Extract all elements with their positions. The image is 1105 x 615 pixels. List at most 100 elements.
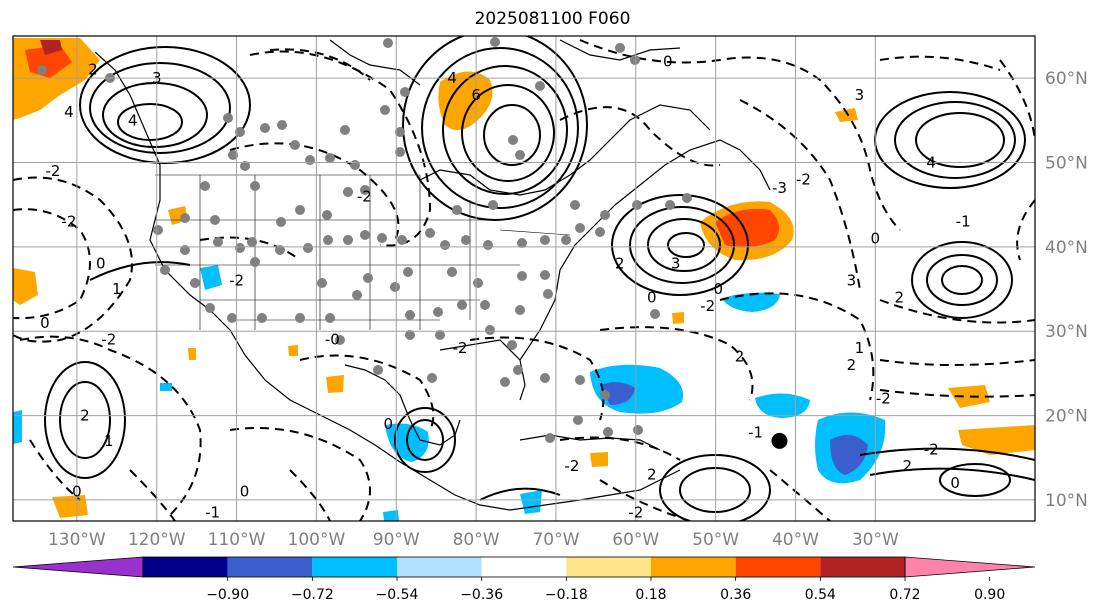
contour-label: -2 xyxy=(45,162,60,180)
longitude-labels: 130°W 120°W 110°W 100°W 90°W 80°W 70°W 60°W 50°W… xyxy=(48,530,899,550)
contour-label: -2 xyxy=(796,170,811,188)
contour-label: -2 xyxy=(453,339,468,357)
contour-label: 1 xyxy=(104,432,114,450)
contour-label: 0 xyxy=(40,314,50,332)
contour-label: -2 xyxy=(876,390,891,408)
contour-label: 0 xyxy=(647,288,657,306)
contour-label: -2 xyxy=(700,297,715,315)
contour-label: 4 xyxy=(926,154,936,172)
lon-label: 40°W xyxy=(772,530,819,550)
contour-label: 0 xyxy=(663,52,673,70)
latitude-labels: 60°N 50°N 40°N 30°N 20°N 10°N xyxy=(1045,69,1088,511)
lat-label: 50°N xyxy=(1045,154,1088,174)
contour-label: -2 xyxy=(564,457,579,475)
contour-label: -2 xyxy=(924,440,939,458)
colorbar-swatch xyxy=(820,557,905,577)
colorbar-swatch xyxy=(397,557,482,577)
colorbar-tick-label: −0.36 xyxy=(460,587,503,603)
lon-label: 50°W xyxy=(692,530,739,550)
contour-label: 2 xyxy=(647,466,657,484)
contour-label: -1 xyxy=(748,423,763,441)
contour-label: 0 xyxy=(383,415,393,433)
colorbar-tick-label: −0.18 xyxy=(545,587,588,603)
contour-label: -2 xyxy=(357,187,372,205)
lat-label: 10°N xyxy=(1045,491,1088,511)
lat-label: 40°N xyxy=(1045,238,1088,258)
lon-label: 30°W xyxy=(852,530,899,550)
contour-label: 2 xyxy=(88,61,98,79)
colorbar-tick-label: −0.54 xyxy=(376,587,419,603)
contour-label: -2 xyxy=(628,504,643,522)
contour-label: 2 xyxy=(847,356,857,374)
contour-label: 2 xyxy=(615,255,625,273)
contour-label: 4 xyxy=(447,69,457,87)
colorbar-swatch xyxy=(651,557,736,577)
map-frame xyxy=(12,35,1036,522)
colorbar-tick-label: 0.18 xyxy=(635,587,666,603)
colorbar-tick-label: 0.72 xyxy=(889,587,920,603)
dashed-contours xyxy=(13,39,1035,521)
contour-label: -0 xyxy=(325,331,340,349)
contour-label: 2 xyxy=(894,288,904,306)
contour-label: 3 xyxy=(671,255,681,273)
colorbar-tick-label: −0.72 xyxy=(291,587,334,603)
contour-label: 0 xyxy=(96,255,106,273)
lon-label: 70°W xyxy=(532,530,579,550)
contour-label: 2 xyxy=(902,457,912,475)
colorbar-tick-label: 0.36 xyxy=(720,587,751,603)
colorbar-swatch xyxy=(481,557,567,577)
lon-label: 100°W xyxy=(288,530,346,550)
contour-label: 0 xyxy=(950,474,960,492)
lon-label: 80°W xyxy=(453,530,500,550)
contour-label: 1 xyxy=(112,280,122,298)
lon-label: 90°W xyxy=(373,530,420,550)
lat-label: 30°N xyxy=(1045,322,1088,342)
colorbar-tick-label: 0.54 xyxy=(805,587,836,603)
contour-label: 6 xyxy=(471,86,481,104)
lat-label: 60°N xyxy=(1045,69,1088,89)
contour-label: 2 xyxy=(80,407,90,425)
contour-label: 3 xyxy=(152,69,162,87)
colorbar-tick-label: −0.90 xyxy=(206,587,249,603)
lon-label: 60°W xyxy=(612,530,659,550)
colorbar-outline xyxy=(142,556,906,578)
contour-label: -3 xyxy=(772,179,787,197)
lon-label: 130°W xyxy=(48,530,106,550)
contour-label: 1 xyxy=(855,339,865,357)
contour-label: 0 xyxy=(240,482,250,500)
warm-shading xyxy=(13,38,1035,518)
contour-label: -2 xyxy=(229,272,244,290)
colorbar-swatch xyxy=(143,557,228,577)
lon-label: 120°W xyxy=(128,530,186,550)
contour-label: -2 xyxy=(61,213,76,231)
colorbar-swatch xyxy=(735,557,821,577)
lat-label: 20°N xyxy=(1045,407,1088,427)
colorbar: −0.90 −0.72 −0.54 −0.36 −0.18 0.18 0.36 0.54 0.7… xyxy=(12,556,1036,603)
cool-shading xyxy=(13,265,886,521)
contour-label: -0 xyxy=(708,280,723,298)
gridlines xyxy=(13,36,1035,521)
lon-label: 110°W xyxy=(208,530,266,550)
colorbar-swatch xyxy=(904,556,1036,578)
contour-label: 3 xyxy=(847,272,857,290)
colorbar-swatch xyxy=(12,556,144,578)
contour-label: -1 xyxy=(956,213,971,231)
colorbar-swatch xyxy=(227,557,313,577)
map-title: 2025081100 F060 xyxy=(474,9,631,29)
contour-label: 4 xyxy=(128,111,138,129)
contour-label: 3 xyxy=(855,86,865,104)
solid-contours xyxy=(44,36,1035,521)
contour-label: -2 xyxy=(101,331,116,349)
storm-location-marker xyxy=(771,432,788,449)
colorbar-tick-label: 0.90 xyxy=(974,587,1005,603)
contour-label: 0 xyxy=(72,482,82,500)
contour-label: 4 xyxy=(64,103,74,121)
contour-label: 0 xyxy=(871,229,881,247)
colorbar-swatch xyxy=(312,557,397,577)
contour-label: -1 xyxy=(205,504,220,522)
observation-points xyxy=(37,37,692,443)
colorbar-swatch xyxy=(566,557,651,577)
